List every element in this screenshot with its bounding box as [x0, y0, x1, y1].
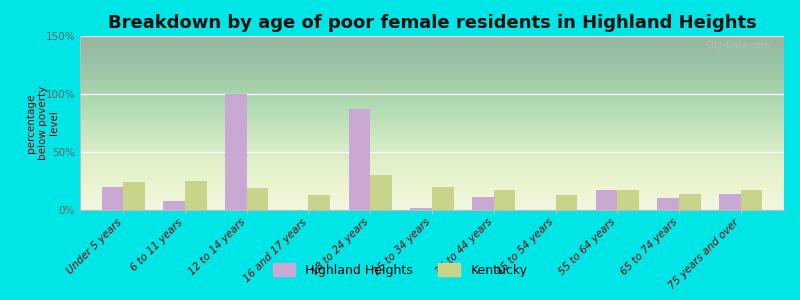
- Bar: [123, 182, 145, 210]
- Bar: [185, 181, 206, 210]
- Bar: [246, 188, 268, 210]
- Bar: [225, 94, 246, 210]
- Y-axis label: percentage
below poverty
level: percentage below poverty level: [26, 86, 59, 160]
- Bar: [618, 190, 639, 210]
- Bar: [472, 197, 494, 210]
- Bar: [432, 187, 454, 210]
- Bar: [370, 175, 392, 210]
- Bar: [309, 195, 330, 210]
- Bar: [741, 190, 762, 210]
- Bar: [410, 208, 432, 210]
- Bar: [679, 194, 701, 210]
- Title: Breakdown by age of poor female residents in Highland Heights: Breakdown by age of poor female resident…: [108, 14, 756, 32]
- Bar: [102, 187, 123, 210]
- Bar: [555, 195, 577, 210]
- Bar: [494, 190, 515, 210]
- Bar: [163, 201, 185, 210]
- Bar: [596, 190, 618, 210]
- Bar: [719, 194, 741, 210]
- Legend: Highland Heights, Kentucky: Highland Heights, Kentucky: [273, 263, 527, 277]
- Text: City-Data.com: City-Data.com: [706, 41, 770, 50]
- Bar: [658, 198, 679, 210]
- Bar: [349, 109, 370, 210]
